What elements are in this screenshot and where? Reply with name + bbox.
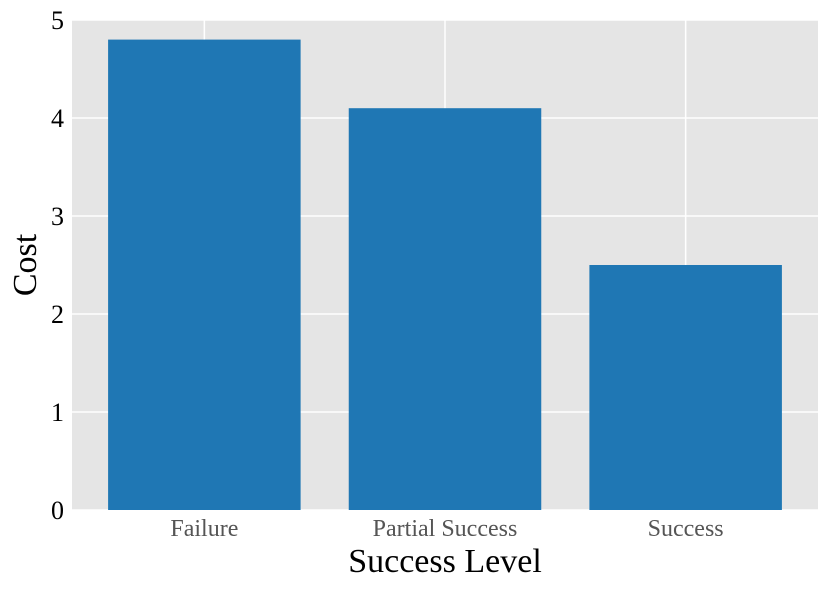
bar	[108, 39, 301, 510]
x-tick-label: Partial Success	[373, 516, 518, 542]
y-tick-label: 3	[51, 202, 64, 231]
y-tick-label: 5	[51, 6, 64, 35]
y-tick-label: 2	[51, 300, 64, 329]
bar	[348, 108, 542, 510]
y-axis-label: Cost	[7, 233, 44, 296]
bars	[108, 39, 782, 510]
x-tick-label: Failure	[170, 516, 238, 542]
bar	[589, 265, 782, 510]
x-tick-labels: Failure Partial Success Success	[170, 516, 723, 542]
y-tick-labels: 0 1 2 3 4 5	[51, 6, 64, 525]
x-axis-label: Success Level	[348, 543, 542, 580]
x-tick-label: Success	[648, 516, 724, 542]
y-tick-label: 1	[51, 398, 64, 427]
y-tick-label: 0	[51, 496, 64, 525]
y-tick-label: 4	[51, 104, 64, 133]
